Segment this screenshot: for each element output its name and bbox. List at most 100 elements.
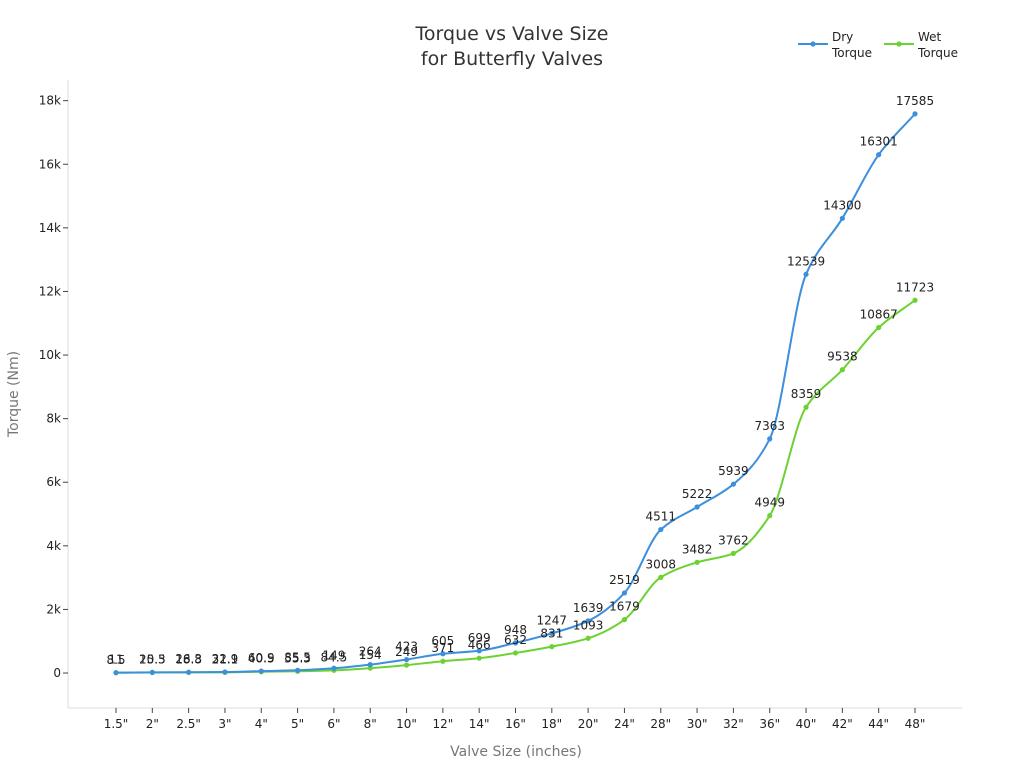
dry-torque-point[interactable] [839, 215, 845, 221]
wet-torque-point[interactable] [440, 658, 446, 664]
wet-torque-data-label: 1093 [573, 618, 604, 632]
wet-torque-point[interactable] [694, 559, 700, 565]
dry-torque-data-label: 423 [395, 640, 418, 654]
y-tick-label: 14k [39, 221, 61, 235]
dry-torque-point[interactable] [294, 667, 301, 673]
wet-torque-data-label: 8359 [791, 387, 822, 401]
wet-torque-point[interactable] [803, 404, 809, 410]
wet-torque-point[interactable] [876, 324, 882, 331]
data-labels: 8.5 15.3 18.8 21.1 40.5 55.3 84.5 154 249 371 466 6… [106, 94, 934, 667]
dry-torque-point[interactable] [876, 152, 882, 158]
wet-torque-point[interactable] [912, 297, 918, 303]
dry-torque-point[interactable] [658, 526, 664, 533]
wet-torque-data-label: 3762 [718, 533, 749, 547]
wet-torque-point[interactable] [730, 550, 737, 557]
dry-torque-data-label: 17585 [896, 94, 934, 108]
y-axis-title: Torque (Nm) [6, 351, 22, 438]
dry-torque-data-label: 16301 [860, 135, 898, 149]
x-tick-label: 18" [541, 717, 562, 731]
wet-torque-point[interactable] [549, 643, 555, 650]
x-tick-label: 3" [218, 717, 231, 731]
dry-torque-point[interactable] [403, 656, 410, 663]
dry-torque-point[interactable] [767, 436, 773, 442]
series-dry-torque [113, 111, 918, 676]
dry-torque-data-label: 11 [108, 653, 123, 667]
y-tick-label: 2k [46, 602, 61, 616]
x-tick-label: 32" [723, 717, 744, 731]
wet-torque-data-label: 9538 [827, 350, 858, 364]
dry-torque-point[interactable] [149, 669, 155, 675]
y-tick-label: 10k [39, 348, 61, 362]
dry-torque-point[interactable] [803, 271, 809, 277]
y-tick-label: 6k [46, 475, 61, 489]
dry-torque-point[interactable] [367, 662, 373, 668]
dry-torque-point[interactable] [549, 630, 555, 636]
y-tick-label: 18k [39, 94, 61, 108]
wet-torque-data-label: 55.3 [284, 651, 311, 665]
wet-torque-point[interactable] [476, 655, 482, 661]
dry-torque-point[interactable] [113, 670, 119, 676]
wet-torque-point[interactable] [767, 513, 773, 519]
dry-torque-data-label: 1247 [537, 613, 568, 627]
wet-torque-data-label: 249 [395, 645, 418, 659]
wet-torque-point[interactable] [585, 635, 591, 641]
dry-torque-data-label: 605 [431, 634, 454, 648]
wet-torque-data-label: 40.5 [248, 652, 275, 666]
dry-torque-data-label: 1639 [573, 601, 604, 615]
dry-torque-point[interactable] [694, 504, 700, 510]
dry-torque-data-label: 60.9 [248, 651, 275, 665]
dry-torque-data-label: 4511 [645, 510, 676, 524]
dry-torque-point[interactable] [258, 668, 264, 674]
legend[interactable]: Dry Torque Wet Torque [798, 30, 958, 60]
wet-torque-point[interactable] [512, 650, 519, 656]
legend-item-dry-torque[interactable]: Dry Torque [798, 30, 872, 60]
wet-torque-point[interactable] [839, 367, 845, 373]
x-tick-label: 40" [796, 717, 817, 731]
wet-torque-data-label: 466 [468, 638, 491, 652]
dry-torque-data-label: 12539 [787, 254, 825, 268]
wet-torque-point[interactable] [403, 662, 410, 668]
y-tick-label: 16k [39, 157, 61, 171]
dry-torque-point[interactable] [476, 648, 482, 654]
dry-torque-point[interactable] [585, 618, 591, 624]
dry-torque-point[interactable] [512, 640, 519, 646]
dry-torque-point[interactable] [186, 669, 192, 675]
x-tick-label: 20" [578, 717, 599, 731]
dry-torque-point[interactable] [730, 481, 737, 487]
dry-torque-data-label: 2519 [609, 573, 640, 587]
wet-torque-data-label: 1679 [609, 600, 640, 614]
y-tick-label: 8k [46, 412, 61, 426]
x-tick-label: 8" [364, 717, 377, 731]
legend-item-wet-torque[interactable]: Wet Torque [884, 30, 958, 60]
dry-torque-point[interactable] [331, 665, 337, 671]
dry-torque-data-label: 5939 [718, 464, 749, 478]
wet-torque-data-label: 3008 [645, 557, 676, 571]
dry-torque-point[interactable] [440, 651, 446, 657]
wet-torque-data-label: 11723 [896, 280, 934, 294]
chart-title: Torque vs Valve Size [415, 23, 609, 45]
dry-torque-data-label: 14300 [823, 198, 861, 212]
x-tick-label: 42" [832, 717, 853, 731]
dry-torque-data-label: 948 [504, 623, 527, 637]
x-tick-label: 44" [868, 717, 889, 731]
x-tick-label: 6" [327, 717, 340, 731]
x-tick-label: 24" [614, 717, 635, 731]
x-tick-label: 5" [291, 717, 304, 731]
wet-torque-data-label: 18.8 [175, 652, 202, 666]
legend-swatch-marker [896, 41, 902, 47]
wet-torque-data-label: 4949 [754, 496, 785, 510]
x-tick-label: 10" [396, 717, 417, 731]
wet-torque-line [115, 299, 916, 674]
wet-torque-point[interactable] [658, 574, 664, 580]
wet-torque-data-label: 831 [540, 627, 563, 641]
y-tick-label: 0 [53, 666, 61, 680]
y-tick-label: 4k [46, 539, 61, 553]
dry-torque-data-label: 149 [322, 648, 345, 662]
wet-torque-data-label: 3482 [682, 542, 713, 556]
dry-torque-point[interactable] [912, 111, 918, 117]
series-layer [113, 111, 918, 676]
dry-torque-point[interactable] [222, 669, 228, 675]
wet-torque-point[interactable] [621, 617, 628, 623]
dry-torque-point[interactable] [621, 590, 628, 596]
